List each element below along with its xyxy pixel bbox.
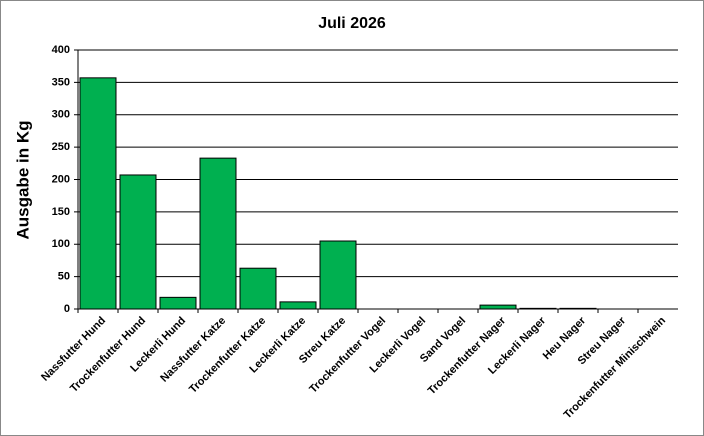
- bar: [79, 77, 117, 310]
- y-tick-label: 300: [52, 109, 70, 121]
- bar: [159, 296, 197, 310]
- bar: [479, 304, 517, 310]
- bar: [199, 157, 237, 310]
- chart-title: Juli 2026: [318, 15, 386, 32]
- y-axis-label: Ausgabe in Kg: [13, 120, 32, 239]
- bar: [279, 301, 317, 310]
- bar: [519, 307, 557, 310]
- y-tick-label: 150: [52, 206, 70, 218]
- y-tick-label: 100: [52, 238, 70, 250]
- y-tick-label: 200: [52, 173, 70, 185]
- bar: [119, 174, 157, 310]
- bar: [319, 240, 357, 310]
- y-tick-label: 350: [52, 76, 70, 88]
- bar: [559, 307, 597, 310]
- y-tick-label: 50: [58, 271, 70, 283]
- bar: [239, 267, 277, 310]
- y-tick-label: 0: [64, 303, 70, 315]
- y-tick-label: 400: [52, 44, 70, 56]
- y-tick-label: 250: [52, 141, 70, 153]
